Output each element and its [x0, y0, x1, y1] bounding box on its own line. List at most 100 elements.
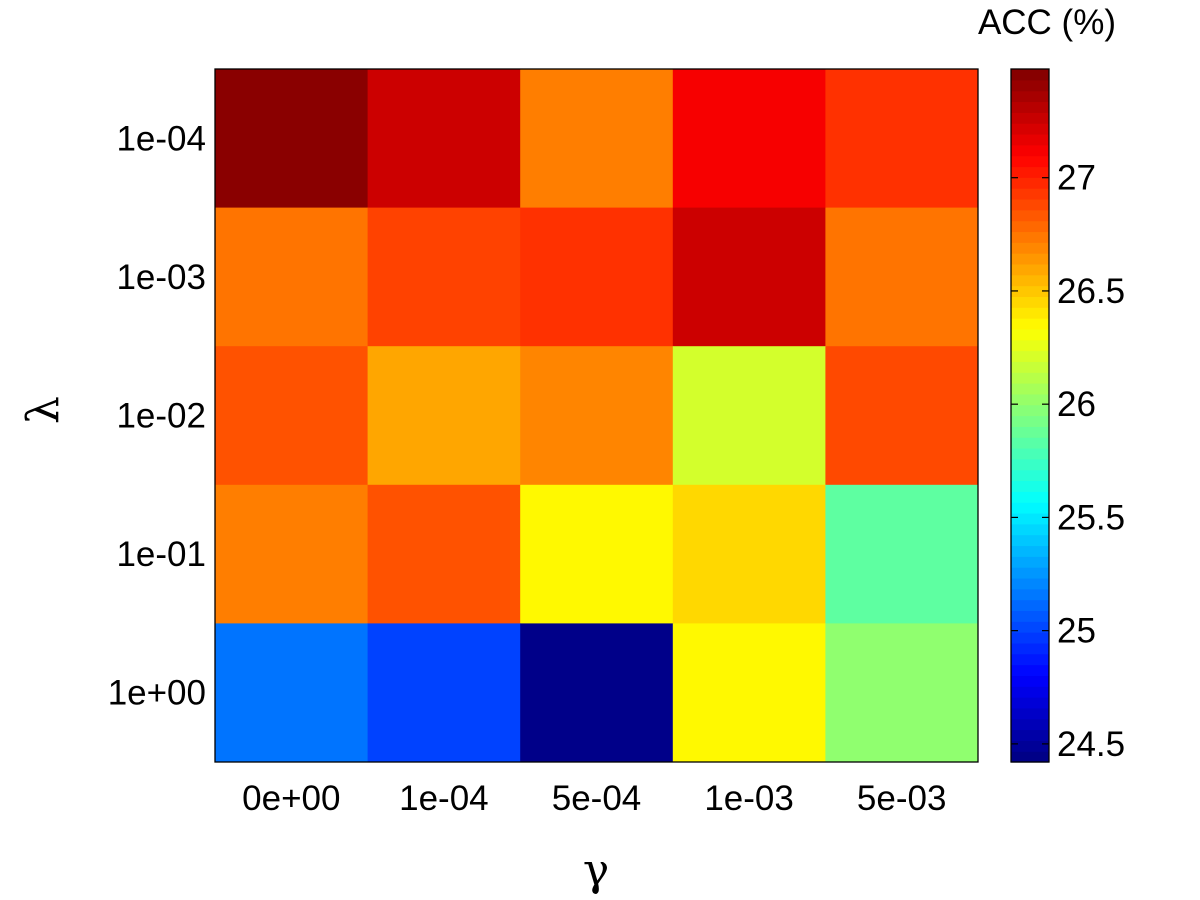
colorbar-step — [1011, 707, 1049, 720]
heatmap-cell-r4-c1 — [367, 623, 521, 763]
colorbar-title: ACC (%) — [978, 3, 1116, 42]
colorbar-step — [1011, 242, 1049, 254]
colorbar-step — [1011, 101, 1049, 113]
colorbar-step — [1011, 69, 1049, 81]
colorbar-step — [1011, 491, 1049, 503]
colorbar-step — [1011, 556, 1049, 568]
colorbar-ticks: 24.5 25 25.5 26 26.5 27 — [1011, 159, 1125, 764]
colorbar-step — [1011, 79, 1049, 92]
colorbar-step — [1011, 393, 1049, 406]
colorbar-step — [1011, 697, 1049, 709]
colorbar-step — [1011, 188, 1049, 200]
colorbar-step — [1011, 458, 1049, 471]
heatmap-cell-r4-c3 — [672, 623, 826, 763]
colorbar-step — [1011, 415, 1049, 427]
colorbar-step — [1011, 361, 1049, 373]
colorbar-step — [1011, 274, 1049, 287]
colorbar: 24.5 25 25.5 26 26.5 27 ACC (%) — [978, 3, 1125, 764]
colorbar-tick-label: 27 — [1057, 159, 1096, 198]
colorbar-step — [1011, 480, 1049, 492]
heatmap-cell-r2-c2 — [520, 346, 674, 486]
x-tick-label: 1e-03 — [704, 779, 794, 818]
colorbar-step — [1011, 686, 1049, 698]
colorbar-step — [1011, 653, 1049, 666]
heatmap-cell-r3-c2 — [520, 484, 674, 624]
colorbar-step — [1011, 350, 1049, 362]
heatmap-cell-r0-c3 — [672, 69, 826, 209]
colorbar-step — [1011, 523, 1049, 536]
heatmap-cell-r2-c3 — [672, 346, 826, 486]
colorbar-tick-label: 26 — [1057, 385, 1096, 424]
colorbar-step — [1011, 642, 1049, 655]
heatmap-cell-r2-c0 — [215, 346, 369, 486]
colorbar-step — [1011, 209, 1049, 222]
colorbar-step — [1011, 740, 1049, 752]
colorbar-step — [1011, 675, 1049, 687]
heatmap-cell-r3-c4 — [825, 484, 979, 624]
x-tick-labels: 0e+00 1e-04 5e-04 1e-03 5e-03 — [242, 779, 946, 818]
colorbar-step — [1011, 599, 1049, 612]
y-tick-label: 1e+00 — [108, 674, 206, 713]
heatmap-cell-r0-c1 — [367, 69, 521, 209]
x-tick-label: 5e-03 — [857, 779, 947, 818]
y-tick-label: 1e-03 — [116, 258, 206, 297]
heatmap-cell-r2-c1 — [367, 346, 521, 486]
colorbar-step — [1011, 307, 1049, 319]
colorbar-step — [1011, 534, 1049, 547]
colorbar-gradient — [1011, 69, 1049, 763]
colorbar-step — [1011, 621, 1049, 633]
x-tick-label: 1e-04 — [399, 779, 489, 818]
colorbar-step — [1011, 588, 1049, 601]
colorbar-step — [1011, 90, 1049, 103]
y-axis-label: λ — [18, 396, 69, 424]
colorbar-step — [1011, 155, 1049, 168]
heatmap-cell-r0-c2 — [520, 69, 674, 209]
heatmap-cell-r0-c4 — [825, 69, 979, 209]
colorbar-step — [1011, 751, 1049, 763]
heatmap-cell-r3-c3 — [672, 484, 826, 624]
colorbar-step — [1011, 718, 1049, 731]
x-tick-label: 0e+00 — [242, 779, 340, 818]
heatmap-cell-r4-c0 — [215, 623, 369, 763]
colorbar-step — [1011, 610, 1049, 622]
colorbar-step — [1011, 166, 1049, 178]
colorbar-step — [1011, 253, 1049, 265]
colorbar-step — [1011, 112, 1049, 124]
heatmap-cell-r3-c1 — [367, 484, 521, 624]
colorbar-tick-label: 25 — [1057, 612, 1096, 651]
colorbar-step — [1011, 404, 1049, 417]
heatmap-cell-r1-c0 — [215, 207, 369, 347]
heatmap-cell-r1-c3 — [672, 207, 826, 347]
colorbar-step — [1011, 123, 1049, 135]
colorbar-step — [1011, 144, 1049, 157]
colorbar-step — [1011, 502, 1049, 514]
colorbar-step — [1011, 512, 1049, 525]
colorbar-step — [1011, 318, 1049, 330]
colorbar-step — [1011, 133, 1049, 146]
heatmap-cell-r1-c2 — [520, 207, 674, 347]
colorbar-step — [1011, 372, 1049, 384]
x-tick-label: 5e-04 — [552, 779, 642, 818]
colorbar-step — [1011, 328, 1049, 341]
heatmap-cell-r1-c1 — [367, 207, 521, 347]
heatmap-cell-r3-c0 — [215, 484, 369, 624]
colorbar-step — [1011, 632, 1049, 644]
y-tick-label: 1e-04 — [116, 119, 206, 158]
heatmap-cells — [215, 69, 979, 763]
colorbar-step — [1011, 577, 1049, 590]
colorbar-step — [1011, 567, 1049, 579]
colorbar-step — [1011, 447, 1049, 460]
heatmap-cell-r4-c2 — [520, 623, 674, 763]
colorbar-step — [1011, 664, 1049, 676]
colorbar-step — [1011, 231, 1049, 243]
plot-frame — [214, 68, 979, 763]
colorbar-step — [1011, 383, 1049, 395]
heatmap-cell-r4-c4 — [825, 623, 979, 763]
colorbar-step — [1011, 220, 1049, 233]
colorbar-step — [1011, 437, 1049, 449]
y-tick-label: 1e-02 — [116, 397, 206, 436]
colorbar-tick-label: 26.5 — [1057, 272, 1125, 311]
colorbar-tick-label: 24.5 — [1057, 725, 1125, 764]
colorbar-step — [1011, 296, 1049, 308]
